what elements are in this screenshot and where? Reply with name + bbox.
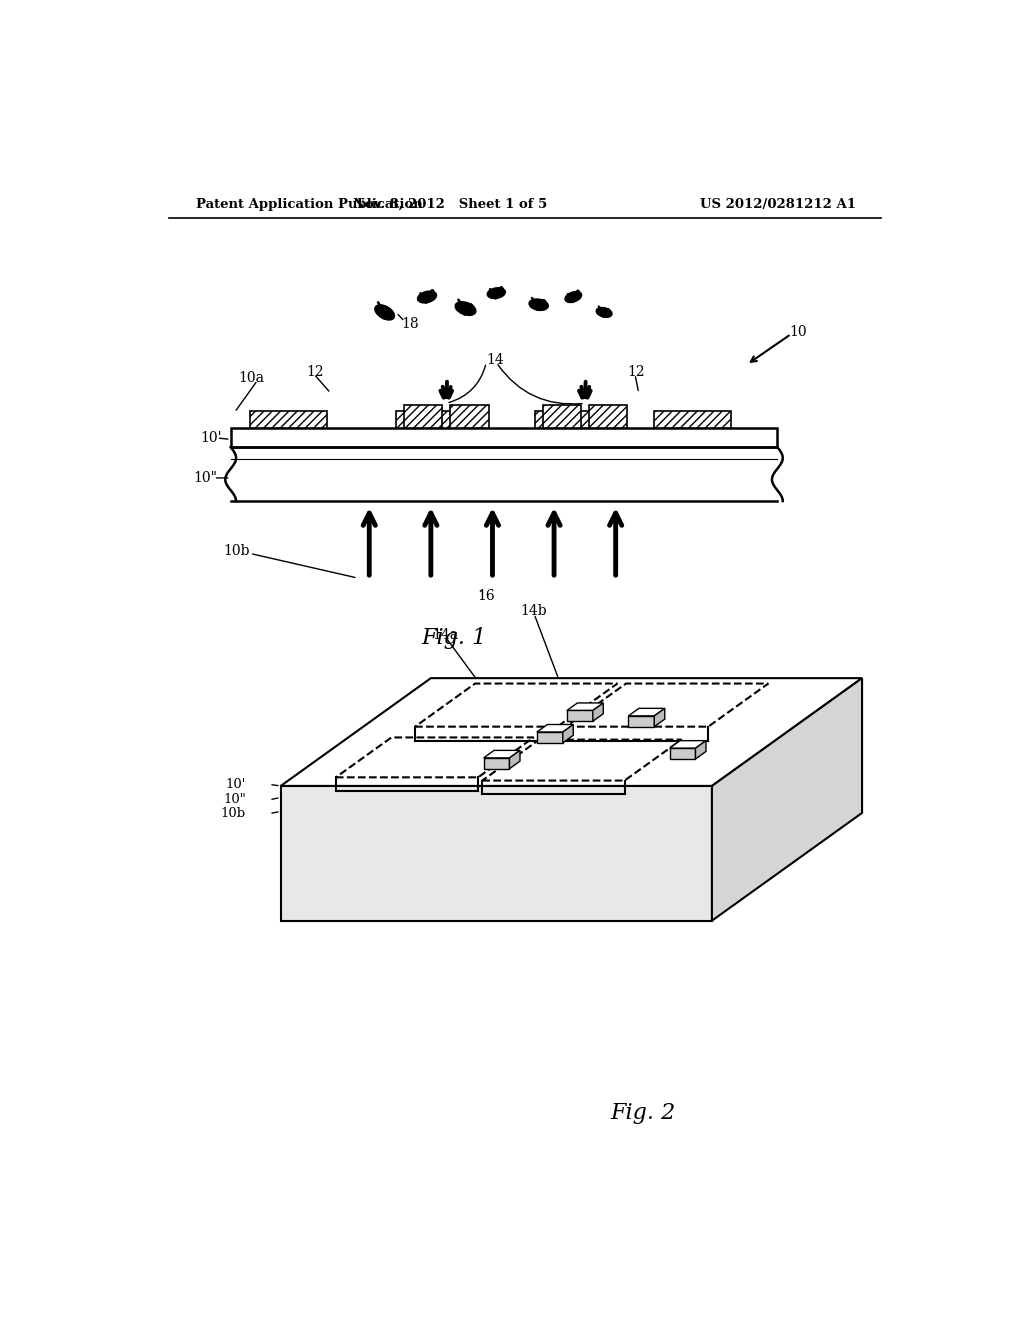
Text: 10": 10" xyxy=(223,793,246,807)
Text: 14b: 14b xyxy=(520,605,547,619)
Polygon shape xyxy=(537,733,563,743)
Ellipse shape xyxy=(418,292,436,302)
Text: 10a: 10a xyxy=(239,371,264,385)
Text: 10': 10' xyxy=(225,777,246,791)
Text: 10": 10" xyxy=(194,471,218,484)
Text: Patent Application Publication: Patent Application Publication xyxy=(196,198,423,211)
Polygon shape xyxy=(281,678,862,785)
Ellipse shape xyxy=(529,300,548,310)
Polygon shape xyxy=(567,710,593,721)
Bar xyxy=(250,411,327,428)
Text: G: G xyxy=(541,730,552,743)
Text: 10': 10' xyxy=(200,430,221,445)
Text: 14: 14 xyxy=(486,354,504,367)
Polygon shape xyxy=(670,748,695,759)
Bar xyxy=(451,405,488,428)
Bar xyxy=(654,411,731,428)
Bar xyxy=(589,405,628,428)
Bar xyxy=(535,411,604,428)
Ellipse shape xyxy=(487,288,506,298)
Text: 10b: 10b xyxy=(221,807,246,820)
Text: 16: 16 xyxy=(477,589,495,603)
Bar xyxy=(396,411,466,428)
Bar xyxy=(654,411,731,428)
Polygon shape xyxy=(281,785,712,921)
Bar xyxy=(403,405,442,428)
Text: 10: 10 xyxy=(788,717,807,731)
Text: 10b: 10b xyxy=(223,544,250,558)
Polygon shape xyxy=(629,715,654,726)
Text: 12: 12 xyxy=(638,739,655,754)
Ellipse shape xyxy=(375,305,394,319)
Polygon shape xyxy=(225,447,782,502)
Polygon shape xyxy=(482,739,682,780)
Polygon shape xyxy=(537,725,573,733)
Text: 12: 12 xyxy=(306,364,324,379)
Ellipse shape xyxy=(596,308,612,317)
Text: Fig. 1: Fig. 1 xyxy=(421,627,486,649)
Polygon shape xyxy=(510,750,520,768)
Bar xyxy=(543,405,581,428)
Text: Nov. 8, 2012   Sheet 1 of 5: Nov. 8, 2012 Sheet 1 of 5 xyxy=(353,198,547,211)
Text: 12: 12 xyxy=(628,364,645,379)
Polygon shape xyxy=(695,741,706,759)
Bar xyxy=(403,405,442,428)
Polygon shape xyxy=(336,738,534,777)
Ellipse shape xyxy=(455,302,476,315)
Polygon shape xyxy=(629,709,665,715)
Bar xyxy=(230,428,777,447)
Polygon shape xyxy=(483,758,510,768)
Polygon shape xyxy=(567,704,603,710)
Text: 14: 14 xyxy=(777,701,796,714)
Text: 14: 14 xyxy=(594,754,611,768)
Bar xyxy=(250,411,327,428)
Polygon shape xyxy=(483,750,520,758)
Polygon shape xyxy=(712,678,862,921)
Polygon shape xyxy=(566,684,768,726)
Polygon shape xyxy=(593,704,603,721)
Polygon shape xyxy=(670,741,706,748)
Bar xyxy=(543,405,581,428)
Text: US 2012/0281212 A1: US 2012/0281212 A1 xyxy=(700,198,856,211)
Text: Fig. 2: Fig. 2 xyxy=(610,1102,675,1125)
Bar xyxy=(451,405,488,428)
Text: 14a: 14a xyxy=(432,628,458,643)
Bar xyxy=(589,405,628,428)
Bar xyxy=(396,411,466,428)
Ellipse shape xyxy=(565,292,582,302)
Bar xyxy=(535,411,604,428)
Polygon shape xyxy=(563,725,573,743)
Text: 18: 18 xyxy=(401,317,419,331)
Text: 10a: 10a xyxy=(367,743,392,758)
Text: 10: 10 xyxy=(788,325,807,339)
Polygon shape xyxy=(415,684,617,726)
Polygon shape xyxy=(654,709,665,726)
